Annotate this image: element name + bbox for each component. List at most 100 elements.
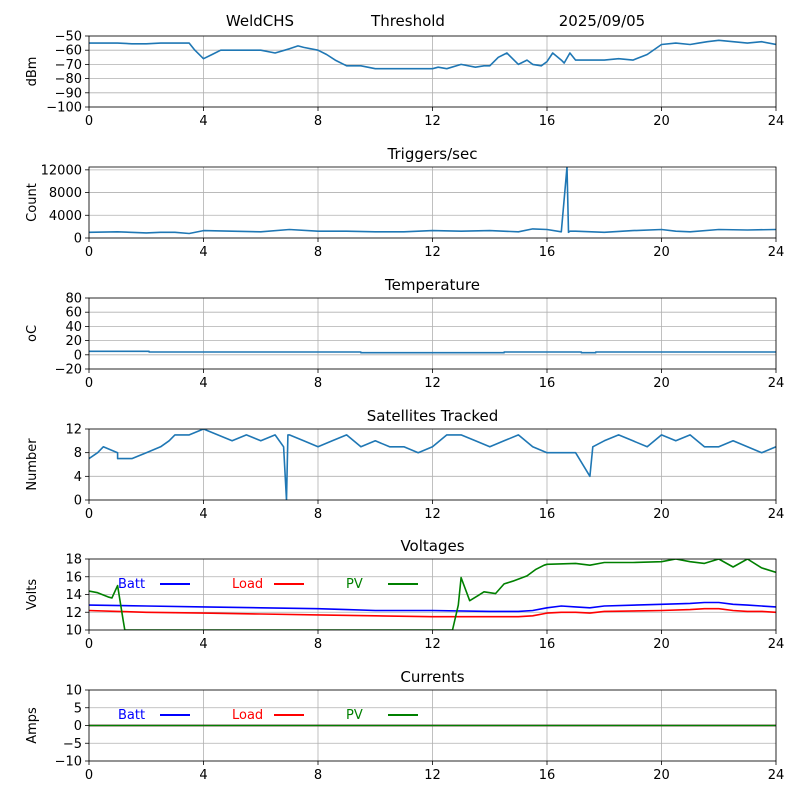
currents-x-tick-label: 12 bbox=[424, 768, 441, 783]
signal-y-tick-label: −80 bbox=[55, 72, 82, 87]
triggers-x-tick-label: 12 bbox=[424, 245, 441, 260]
temperature-y-tick-label: 60 bbox=[65, 306, 82, 321]
satellites-y-axis-label: Number bbox=[25, 438, 40, 491]
triggers-series-line bbox=[89, 167, 776, 235]
triggers-y-tick-label: 0 bbox=[74, 232, 82, 247]
satellites-x-tick-label: 12 bbox=[424, 507, 441, 522]
currents-x-tick-label: 4 bbox=[199, 768, 207, 783]
currents-x-tick-label: 8 bbox=[314, 768, 322, 783]
satellites-panel: 0 4 8 12 16 20 24 0 4 8 12 Satellites Tracked Number bbox=[25, 407, 784, 522]
currents-y-tick-label: 10 bbox=[65, 684, 82, 699]
currents-legend-pv-label: PV bbox=[346, 708, 363, 723]
signal-y-tick-label: −50 bbox=[55, 30, 82, 45]
triggers-axes-frame bbox=[88, 166, 777, 239]
signal-x-tick-label: 4 bbox=[199, 114, 207, 129]
signal-y-tick-label: −90 bbox=[55, 86, 82, 101]
signal-x-tick-label: 20 bbox=[653, 114, 670, 129]
temperature-x-tick-label: 12 bbox=[424, 376, 441, 391]
signal-series-line bbox=[89, 39, 776, 70]
triggers-title: Triggers/sec bbox=[387, 145, 478, 163]
triggers-x-tick-label: 20 bbox=[653, 245, 670, 260]
voltages-y-tick-label: 12 bbox=[65, 606, 82, 621]
voltages-y-tick-label: 16 bbox=[65, 570, 82, 585]
temperature-title: Temperature bbox=[384, 276, 480, 294]
triggers-y-tick-label: 4000 bbox=[49, 209, 82, 224]
voltages-pv-line bbox=[89, 559, 776, 630]
triggers-y-tick-label: 12000 bbox=[41, 163, 82, 178]
signal-x-tick-label: 12 bbox=[424, 114, 441, 129]
signal-y-tick-label: −100 bbox=[46, 101, 82, 116]
signal-axes-frame bbox=[88, 35, 777, 108]
satellites-title: Satellites Tracked bbox=[367, 407, 498, 425]
triggers-y-tick-label: 8000 bbox=[49, 186, 82, 201]
satellites-axes-frame bbox=[88, 428, 777, 501]
satellites-x-tick-label: 24 bbox=[768, 507, 785, 522]
temperature-y-tick-label: 20 bbox=[65, 334, 82, 349]
signal-x-tick-label: 16 bbox=[539, 114, 556, 129]
satellites-x-tick-label: 0 bbox=[85, 507, 93, 522]
currents-y-tick-label: 0 bbox=[74, 719, 82, 734]
temperature-x-tick-label: 8 bbox=[314, 376, 322, 391]
triggers-x-tick-label: 16 bbox=[539, 245, 556, 260]
temperature-series-line bbox=[89, 350, 776, 354]
voltages-title: Voltages bbox=[400, 537, 464, 555]
currents-y-axis-label: Amps bbox=[25, 707, 40, 744]
triggers-x-tick-label: 4 bbox=[199, 245, 207, 260]
voltages-x-tick-label: 24 bbox=[768, 637, 785, 652]
triggers-panel: 0 4 8 12 16 20 24 0 4000 8000 12000 Triggers/sec Cou… bbox=[25, 145, 784, 260]
currents-x-tick-label: 20 bbox=[653, 768, 670, 783]
currents-panel: 0 4 8 12 16 20 24 −10 −5 0 5 10 Currents Amps Batt Load… bbox=[25, 668, 784, 783]
station-title: WeldCHS bbox=[226, 12, 294, 30]
currents-axes-frame bbox=[88, 689, 777, 762]
satellites-y-tick-label: 8 bbox=[74, 446, 82, 461]
temperature-axes-frame bbox=[88, 297, 777, 370]
temperature-y-axis-label: oC bbox=[25, 325, 40, 342]
currents-x-tick-label: 16 bbox=[539, 768, 556, 783]
temperature-x-tick-label: 4 bbox=[199, 376, 207, 391]
satellites-y-tick-label: 4 bbox=[74, 470, 82, 485]
satellites-y-tick-label: 0 bbox=[74, 494, 82, 509]
voltages-y-tick-label: 18 bbox=[65, 553, 82, 568]
date-title: 2025/09/05 bbox=[559, 12, 645, 30]
voltages-load-line bbox=[89, 607, 776, 618]
currents-x-tick-label: 0 bbox=[85, 768, 93, 783]
signal-panel: 0 4 8 12 16 20 24 −100−90−80−70−60−50 dBm bbox=[25, 30, 784, 130]
voltages-x-tick-label: 8 bbox=[314, 637, 322, 652]
triggers-x-tick-label: 8 bbox=[314, 245, 322, 260]
voltages-x-tick-label: 16 bbox=[539, 637, 556, 652]
currents-y-tick-label: −10 bbox=[55, 755, 82, 770]
triggers-x-tick-label: 24 bbox=[768, 245, 785, 260]
satellites-x-tick-label: 8 bbox=[314, 507, 322, 522]
signal-x-tick-label: 24 bbox=[768, 114, 785, 129]
currents-legend-batt-label: Batt bbox=[118, 708, 145, 723]
temperature-y-tick-label: 40 bbox=[65, 320, 82, 335]
satellites-x-tick-label: 20 bbox=[653, 507, 670, 522]
voltages-x-tick-label: 0 bbox=[85, 637, 93, 652]
voltages-plot-area bbox=[89, 559, 776, 630]
signal-x-tick-label: 8 bbox=[314, 114, 322, 129]
temperature-y-tick-label: 0 bbox=[74, 348, 82, 363]
satellites-y-tick-label: 12 bbox=[65, 423, 82, 438]
voltages-legend-pv-label: PV bbox=[346, 577, 363, 592]
voltages-x-tick-label: 12 bbox=[424, 637, 441, 652]
signal-y-axis-label: dBm bbox=[25, 57, 40, 87]
temperature-plot-area bbox=[89, 350, 776, 354]
voltages-panel: 0 4 8 12 16 20 24 10 12 14 16 18 Voltages Volts Batt Lo… bbox=[25, 537, 784, 652]
signal-y-tick-label: −70 bbox=[55, 58, 82, 73]
satellites-plot-area bbox=[89, 429, 776, 500]
voltages-y-axis-label: Volts bbox=[25, 579, 40, 611]
mode-title: Threshold bbox=[370, 12, 445, 30]
signal-y-tick-label: −60 bbox=[55, 44, 82, 59]
signal-x-tick-label: 0 bbox=[85, 114, 93, 129]
temperature-y-tick-label: −20 bbox=[55, 363, 82, 378]
currents-x-tick-label: 24 bbox=[768, 768, 785, 783]
temperature-y-tick-label: 80 bbox=[65, 292, 82, 307]
triggers-plot-area bbox=[89, 167, 776, 235]
triggers-x-tick-label: 0 bbox=[85, 245, 93, 260]
currents-legend-load-label: Load bbox=[232, 708, 263, 723]
satellites-series-line bbox=[89, 429, 776, 500]
currents-y-tick-label: 5 bbox=[74, 701, 82, 716]
satellites-x-tick-label: 16 bbox=[539, 507, 556, 522]
